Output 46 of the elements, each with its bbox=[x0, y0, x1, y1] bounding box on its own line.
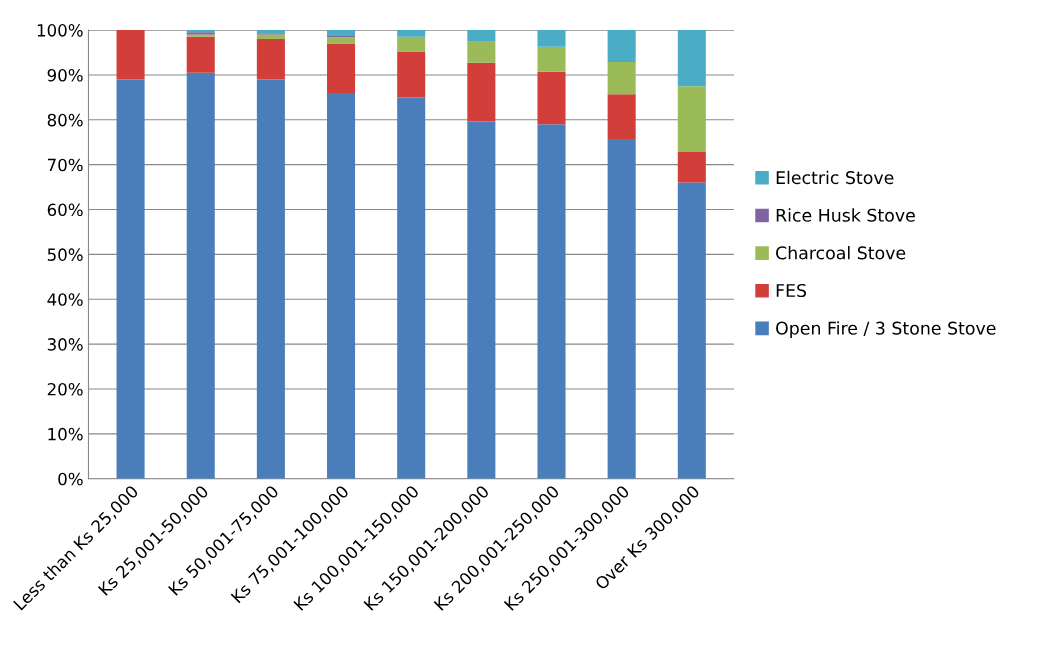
bar bbox=[467, 30, 496, 42]
bar bbox=[327, 30, 356, 36]
legend-label: Rice Husk Stove bbox=[776, 208, 915, 222]
bar bbox=[467, 62, 496, 122]
bar bbox=[256, 39, 285, 80]
legend-label: Charcoal Stove bbox=[776, 246, 906, 260]
bar bbox=[677, 182, 706, 479]
bar bbox=[116, 30, 145, 80]
bar bbox=[327, 92, 356, 479]
bar bbox=[607, 94, 636, 140]
y-tick-label: 80% bbox=[47, 113, 83, 127]
bar bbox=[677, 152, 706, 183]
bar bbox=[397, 36, 426, 52]
bar bbox=[116, 79, 145, 479]
y-tick-label: 100% bbox=[37, 24, 83, 37]
y-tick-label: 20% bbox=[47, 382, 83, 396]
bar bbox=[537, 124, 566, 479]
y-tick-label: 0% bbox=[58, 472, 83, 486]
y-tick-label: 70% bbox=[47, 158, 83, 172]
bar bbox=[327, 43, 356, 93]
bar bbox=[607, 30, 636, 62]
y-tick-label: 10% bbox=[48, 427, 83, 441]
legend-label: FES bbox=[776, 283, 807, 298]
y-tick-label: 40% bbox=[47, 293, 83, 306]
y-tick-label: 50% bbox=[47, 248, 83, 261]
bar bbox=[327, 37, 356, 44]
bar bbox=[397, 30, 426, 37]
bar bbox=[397, 51, 426, 98]
bar bbox=[607, 139, 636, 479]
bar bbox=[607, 61, 636, 95]
y-tick-label: 90% bbox=[47, 68, 83, 82]
bar bbox=[467, 121, 496, 479]
bar bbox=[677, 30, 706, 87]
bar bbox=[467, 41, 496, 63]
bar bbox=[677, 86, 706, 153]
legend-label: Electric Stove bbox=[776, 170, 894, 185]
bar bbox=[186, 72, 215, 479]
bar bbox=[537, 30, 566, 47]
bar bbox=[397, 97, 426, 479]
y-tick-label: 30% bbox=[47, 338, 83, 351]
y-tick-label: 60% bbox=[47, 203, 83, 217]
bar bbox=[186, 36, 215, 73]
bar bbox=[537, 71, 566, 125]
bar bbox=[537, 46, 566, 72]
legend-label: Open Fire / 3 Stone Stove bbox=[776, 321, 996, 339]
bar bbox=[256, 79, 285, 479]
